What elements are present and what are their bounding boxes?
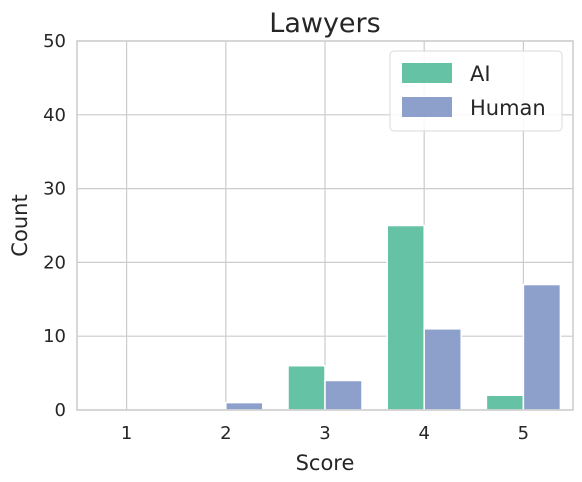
legend-swatch-ai xyxy=(402,63,452,83)
bar-ai-4 xyxy=(386,224,425,411)
y-tick-label: 10 xyxy=(43,326,66,347)
legend-label-human: Human xyxy=(470,96,546,120)
bar-human-4 xyxy=(423,328,462,411)
bar-human-5 xyxy=(522,283,562,411)
y-axis-label: Count xyxy=(8,194,32,256)
x-tick-label: 3 xyxy=(319,423,330,444)
ticks-layer: 0 10 20 30 40 50 1 2 3 4 5 xyxy=(43,31,529,444)
y-tick-label: 50 xyxy=(43,31,66,52)
chart-title: Lawyers xyxy=(269,8,380,39)
legend: AI Human xyxy=(389,50,563,132)
y-tick-label: 0 xyxy=(55,400,66,421)
legend-swatch-human xyxy=(402,97,452,117)
bars-layer xyxy=(225,224,562,411)
x-tick-label: 5 xyxy=(518,423,529,444)
bar-human-3 xyxy=(324,379,363,411)
bar-ai-3 xyxy=(287,364,326,411)
legend-label-ai: AI xyxy=(470,62,491,86)
y-tick-label: 40 xyxy=(43,105,66,126)
y-tick-label: 20 xyxy=(43,252,66,273)
x-tick-label: 4 xyxy=(418,423,429,444)
y-tick-label: 30 xyxy=(43,179,66,200)
bar-human-2 xyxy=(225,401,264,411)
x-tick-label: 1 xyxy=(121,423,132,444)
x-tick-label: 2 xyxy=(220,423,231,444)
x-axis-label: Score xyxy=(296,451,355,475)
bar-ai-5 xyxy=(485,394,525,411)
plot-frame xyxy=(76,40,574,411)
